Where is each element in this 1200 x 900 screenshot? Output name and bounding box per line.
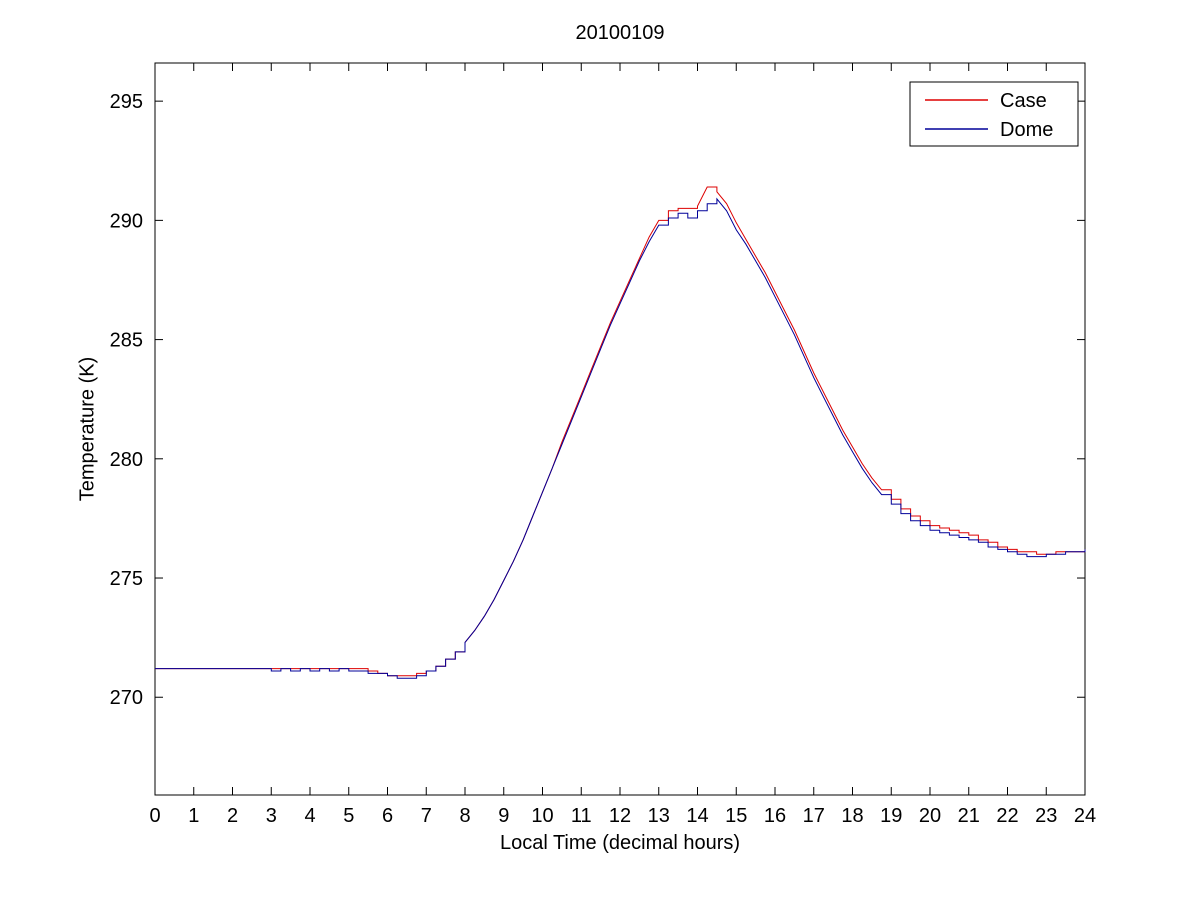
legend-label-case: Case [1000, 90, 1047, 112]
x-tick-label: 7 [421, 805, 432, 827]
y-tick-label: 295 [110, 91, 143, 113]
x-tick-label: 11 [571, 805, 592, 827]
legend-label-dome: Dome [1000, 119, 1053, 141]
x-tick-label: 12 [609, 805, 631, 827]
x-tick-label: 17 [803, 805, 825, 827]
x-tick-label: 14 [686, 805, 708, 827]
x-tick-label: 19 [880, 805, 902, 827]
x-tick-label: 6 [382, 805, 393, 827]
y-tick-label: 290 [110, 210, 143, 232]
x-tick-label: 20 [919, 805, 941, 827]
x-tick-label: 10 [531, 805, 553, 827]
x-tick-label: 13 [648, 805, 670, 827]
x-tick-label: 0 [149, 805, 160, 827]
x-tick-label: 3 [266, 805, 277, 827]
x-tick-label: 1 [188, 805, 199, 827]
series-line-dome [155, 197, 1086, 679]
y-tick-label: 285 [110, 330, 143, 352]
x-tick-label: 23 [1035, 805, 1057, 827]
x-tick-label: 24 [1074, 805, 1096, 827]
series-line-case [155, 186, 1086, 677]
x-tick-label: 5 [343, 805, 354, 827]
x-tick-label: 16 [764, 805, 786, 827]
x-tick-label: 21 [958, 805, 980, 827]
x-tick-label: 2 [227, 805, 238, 827]
series-lines [155, 186, 1086, 679]
y-tick-label: 280 [110, 449, 143, 471]
x-tick-label: 18 [841, 805, 863, 827]
x-axis-ticks: 0 1 2 3 4 5 6 7 8 9 10 11 12 13 14 15 16 17 18 19 20 21 22 23 24 [149, 63, 1096, 827]
y-tick-label: 270 [110, 687, 143, 709]
legend: Case Dome [909, 81, 1079, 147]
x-axis-label: Local Time (decimal hours) [499, 832, 741, 854]
x-tick-label: 4 [304, 805, 315, 827]
chart-title: 20100109 [575, 22, 665, 44]
plot-box [154, 62, 1086, 796]
x-tick-label: 15 [725, 805, 747, 827]
y-axis-ticks: 270 275 280 285 290 295 [110, 91, 1085, 709]
legend-box [909, 81, 1079, 147]
x-tick-label: 9 [498, 805, 509, 827]
x-tick-label: 22 [996, 805, 1018, 827]
x-tick-label: 8 [459, 805, 470, 827]
y-tick-label: 275 [110, 568, 143, 590]
